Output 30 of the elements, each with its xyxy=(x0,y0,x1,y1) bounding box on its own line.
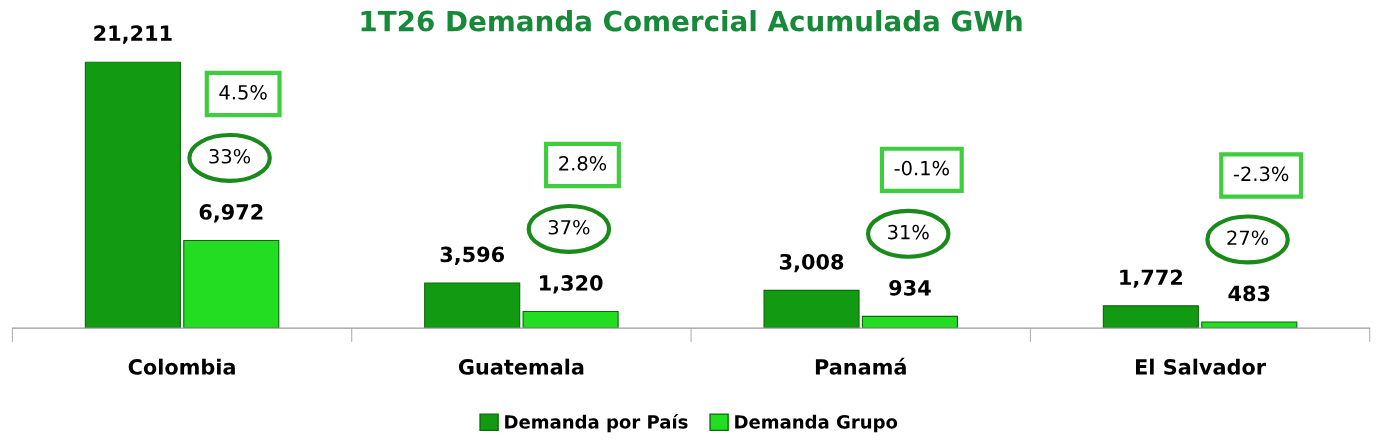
chart-title: 1T26 Demanda Comercial Acumulada GWh xyxy=(361,10,1022,32)
x-tick-label: Colombia xyxy=(128,358,235,375)
x-tick-label: Guatemala xyxy=(458,358,584,375)
data-label: 934 xyxy=(889,279,931,296)
data-label: 21,211 xyxy=(94,25,172,44)
annotation: 27% xyxy=(1227,230,1269,246)
annotation: 33% xyxy=(209,148,251,164)
data-label: 483 xyxy=(1228,285,1270,302)
annotation: -0.1% xyxy=(894,160,949,176)
x-tick-label: El Salvador xyxy=(1136,358,1266,375)
bar xyxy=(424,282,521,329)
data-label: 3,008 xyxy=(779,253,844,273)
bar xyxy=(1201,321,1298,329)
data-label: 3,596 xyxy=(440,246,505,265)
x-tick-label: Panamá xyxy=(815,357,906,375)
data-label: 6,972 xyxy=(199,204,263,223)
bar xyxy=(522,310,619,329)
annotation: 2.8% xyxy=(559,155,607,171)
bar xyxy=(84,61,181,329)
bar xyxy=(1102,305,1199,329)
data-label: 1,772 xyxy=(1120,269,1182,288)
bar xyxy=(763,289,860,329)
data-label: 1,320 xyxy=(540,275,603,294)
legend-label: Demanda Grupo xyxy=(735,414,898,433)
bar xyxy=(183,239,280,329)
annotation: 4.5% xyxy=(219,84,267,100)
annotation: -2.3% xyxy=(1233,166,1289,182)
legend-label: Demanda por País xyxy=(505,413,688,433)
annotation: 37% xyxy=(548,219,590,235)
annotation: 31% xyxy=(888,224,929,240)
